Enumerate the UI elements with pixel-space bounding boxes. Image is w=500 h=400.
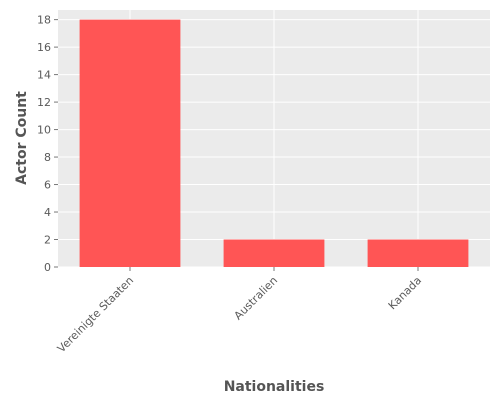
y-tick-label: 16	[37, 41, 51, 54]
y-ticks: 0 2 4 6 8 10 12 14 16 18	[37, 14, 58, 274]
y-tick-label: 4	[44, 206, 51, 219]
y-tick-label: 12	[37, 96, 51, 109]
y-axis-title: Actor Count	[14, 91, 30, 185]
x-axis-title: Nationalities	[224, 379, 325, 395]
y-tick-label: 10	[37, 124, 51, 137]
y-tick-label: 8	[44, 151, 51, 164]
y-tick-label: 6	[44, 179, 51, 192]
y-tick-label: 18	[37, 14, 51, 27]
x-tick-label: Vereinigte Staaten	[55, 274, 136, 355]
bars	[79, 19, 469, 268]
x-tick-label: Australien	[232, 274, 281, 323]
bar	[223, 239, 325, 267]
y-tick-label: 14	[37, 69, 51, 82]
x-ticks: Vereinigte Staaten Australien Kanada	[55, 267, 424, 355]
bar	[79, 19, 181, 268]
bar	[367, 239, 469, 267]
y-tick-label: 2	[44, 234, 51, 247]
y-tick-label: 0	[44, 261, 51, 274]
x-tick-label: Kanada	[386, 274, 424, 312]
